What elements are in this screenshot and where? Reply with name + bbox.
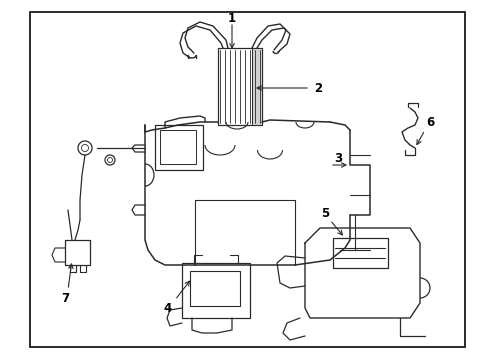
Bar (218, 48, 262, 125)
Bar (251, 48, 262, 125)
Bar (30, 12, 464, 347)
Text: 2: 2 (313, 81, 322, 95)
Text: 7: 7 (61, 292, 69, 305)
Bar (190, 271, 240, 306)
Bar (332, 238, 387, 268)
Bar (182, 263, 249, 318)
Text: 1: 1 (227, 12, 236, 24)
Text: 5: 5 (320, 207, 328, 220)
Text: 4: 4 (163, 302, 172, 315)
Text: 3: 3 (333, 152, 342, 165)
Bar (155, 125, 203, 170)
Bar (160, 130, 196, 164)
Text: 6: 6 (425, 116, 433, 129)
